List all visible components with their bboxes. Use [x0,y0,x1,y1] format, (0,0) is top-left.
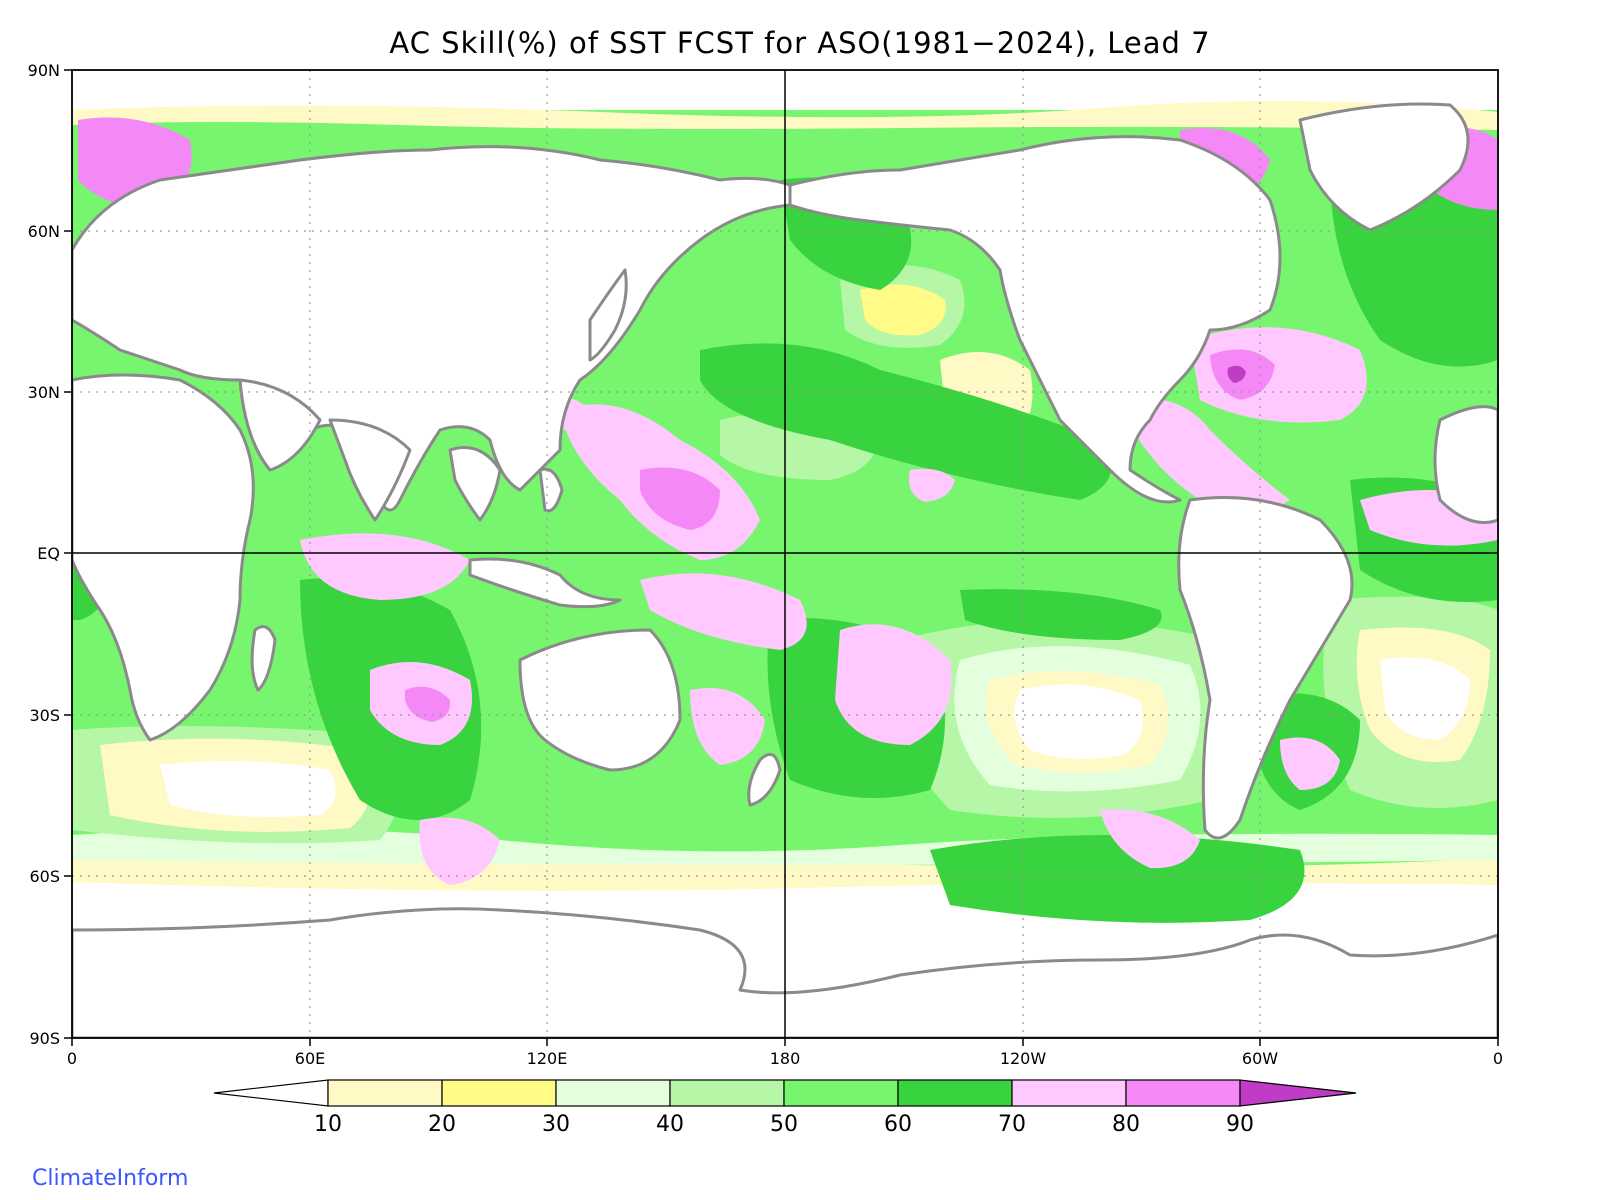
lat-label-60s: 60S [29,867,60,886]
colorbar-label-30: 30 [542,1112,570,1137]
lat-label-60n: 60N [28,222,60,241]
arabia [238,378,322,472]
africa [72,373,255,742]
lon-label-120e: 120E [527,1049,568,1068]
lon-label-0: 0 [67,1049,77,1068]
arctic-band [72,100,1498,130]
lat-label-90n: 90N [28,61,60,80]
equatorial-high-skill [300,533,470,600]
land-masses [72,102,1498,1038]
colorbar-bin-10-20 [327,1079,443,1107]
lon-label-60w: 60W [1242,1049,1278,1068]
colorbar-label-50: 50 [770,1112,798,1137]
colorbar-bin-20-30 [441,1079,557,1107]
india [328,418,412,522]
colorbar-bin-70-80 [1011,1079,1127,1107]
lon-label-60e: 60E [295,1049,325,1068]
lon-label-180: 180 [770,1049,801,1068]
antarctica [72,907,1498,1038]
japan [588,268,628,362]
colorbar-bin-60-70 [897,1079,1013,1107]
lon-label-120w: 120W [1000,1049,1047,1068]
west-africa-edge [1433,405,1498,524]
colorbar-label-60: 60 [884,1112,912,1137]
chart-title: AC Skill(%) of SST FCST for ASO(1981−202… [389,26,1211,60]
colorbar-bin-40-50 [669,1079,785,1107]
north-america [788,135,1282,504]
colorbar-label-80: 80 [1112,1112,1140,1137]
colorbar-label-40: 40 [656,1112,684,1137]
lat-label-30s: 30S [29,706,60,725]
colorbar-label-70: 70 [998,1112,1026,1137]
color-bar [213,1079,1357,1107]
colorbar-bin-30-40 [555,1079,671,1107]
madagascar [250,625,277,692]
australia [518,628,682,772]
colorbar-over-arrow [1239,1079,1357,1107]
credit-text: ClimateInform [32,1166,189,1191]
colorbar-bin-50-60 [783,1079,899,1107]
new-zealand [747,752,782,807]
greenland [1298,102,1470,232]
colorbar-label-90: 90 [1226,1112,1254,1137]
lon-label-0-east: 0 [1493,1049,1503,1068]
colorbar-bin-80-90 [1125,1079,1241,1107]
lat-label-30n: 30N [28,383,60,402]
philippines [538,467,564,513]
south-america [1177,496,1354,840]
lat-label-eq: EQ [37,544,60,563]
north-pacific-dark-band [700,343,1112,500]
lat-label-90s: 90S [29,1029,60,1048]
southeast-asia [448,446,502,522]
indonesia [468,557,622,609]
colorbar-under-arrow [213,1079,329,1107]
colorbar-label-20: 20 [428,1112,456,1137]
colorbar-label-10: 10 [314,1112,342,1137]
